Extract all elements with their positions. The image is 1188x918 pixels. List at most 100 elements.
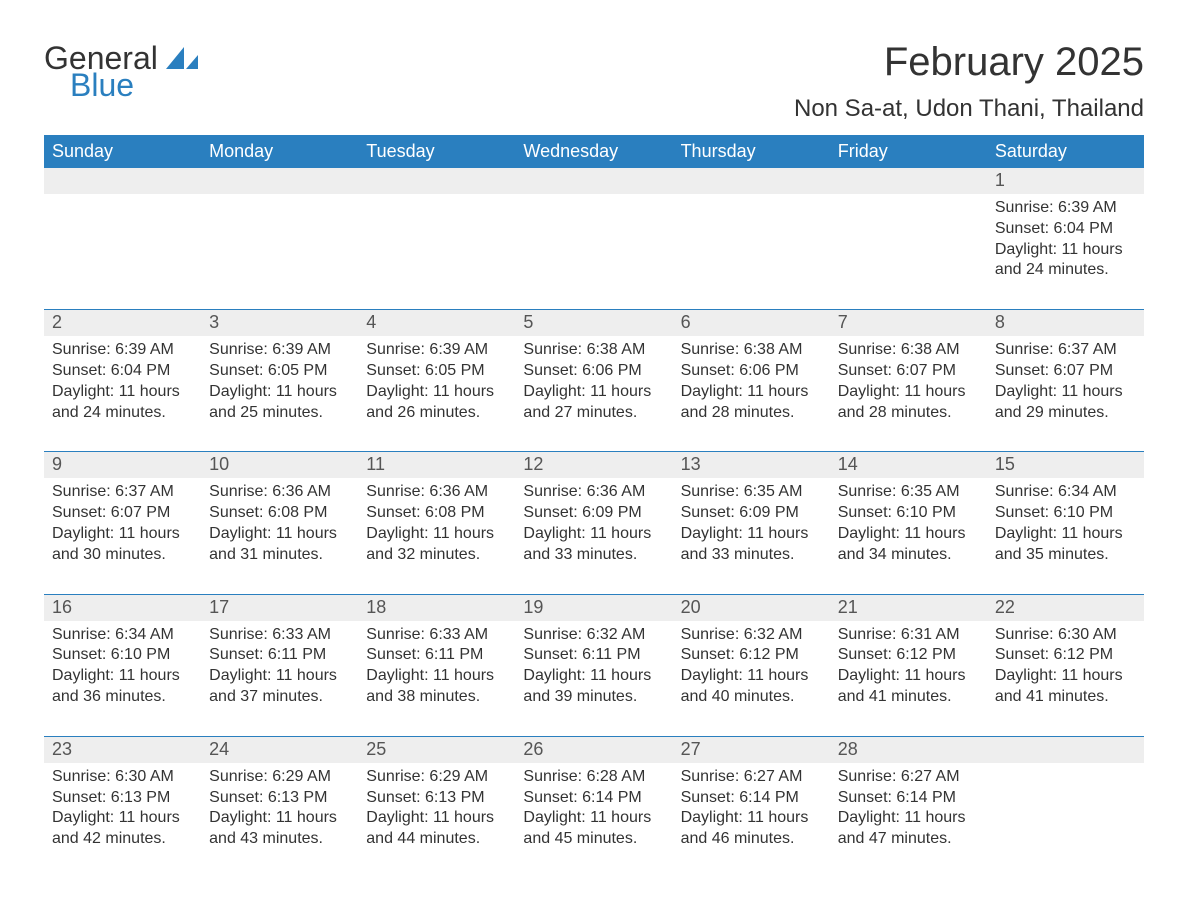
day-cell: Sunrise: 6:39 AMSunset: 6:04 PMDaylight:…: [987, 194, 1144, 309]
weekday-header-row: SundayMondayTuesdayWednesdayThursdayFrid…: [44, 135, 1144, 168]
sunrise-text: Sunrise: 6:39 AM: [209, 340, 350, 361]
sunset-text: Sunset: 6:04 PM: [995, 219, 1136, 240]
weekday-header: Friday: [830, 135, 987, 168]
day-cell: Sunrise: 6:30 AMSunset: 6:12 PMDaylight:…: [987, 621, 1144, 736]
day-cell: Sunrise: 6:35 AMSunset: 6:09 PMDaylight:…: [673, 478, 830, 593]
daylight-text: Daylight: 11 hours and 29 minutes.: [995, 382, 1136, 424]
sunrise-text: Sunrise: 6:38 AM: [838, 340, 979, 361]
sunrise-text: Sunrise: 6:29 AM: [209, 767, 350, 788]
daylight-text: Daylight: 11 hours and 24 minutes.: [995, 240, 1136, 282]
sunrise-text: Sunrise: 6:38 AM: [523, 340, 664, 361]
day-cell: Sunrise: 6:27 AMSunset: 6:14 PMDaylight:…: [830, 763, 987, 878]
day-number: 24: [201, 737, 358, 763]
sunset-text: Sunset: 6:10 PM: [52, 645, 193, 666]
sail-icon: [166, 47, 198, 74]
day-cell: Sunrise: 6:27 AMSunset: 6:14 PMDaylight:…: [673, 763, 830, 878]
day-number: 23: [44, 737, 201, 763]
day-cell: Sunrise: 6:36 AMSunset: 6:09 PMDaylight:…: [515, 478, 672, 593]
day-number: 16: [44, 595, 201, 621]
day-cell: [987, 763, 1144, 878]
daylight-text: Daylight: 11 hours and 25 minutes.: [209, 382, 350, 424]
sunset-text: Sunset: 6:04 PM: [52, 361, 193, 382]
week-row: 9101112131415Sunrise: 6:37 AMSunset: 6:0…: [44, 451, 1144, 593]
day-number: [987, 737, 1144, 763]
day-number: 7: [830, 310, 987, 336]
sunrise-text: Sunrise: 6:36 AM: [523, 482, 664, 503]
day-cell: Sunrise: 6:37 AMSunset: 6:07 PMDaylight:…: [44, 478, 201, 593]
sunrise-text: Sunrise: 6:31 AM: [838, 625, 979, 646]
day-cell: [515, 194, 672, 309]
sunrise-text: Sunrise: 6:34 AM: [995, 482, 1136, 503]
logo-stack: General Blue: [44, 40, 198, 104]
day-cell: Sunrise: 6:34 AMSunset: 6:10 PMDaylight:…: [987, 478, 1144, 593]
daylight-text: Daylight: 11 hours and 44 minutes.: [366, 808, 507, 850]
day-cell: Sunrise: 6:38 AMSunset: 6:06 PMDaylight:…: [515, 336, 672, 451]
sunrise-text: Sunrise: 6:30 AM: [52, 767, 193, 788]
day-number: 26: [515, 737, 672, 763]
day-cell: Sunrise: 6:31 AMSunset: 6:12 PMDaylight:…: [830, 621, 987, 736]
daylight-text: Daylight: 11 hours and 32 minutes.: [366, 524, 507, 566]
day-cell: Sunrise: 6:38 AMSunset: 6:07 PMDaylight:…: [830, 336, 987, 451]
sunrise-text: Sunrise: 6:30 AM: [995, 625, 1136, 646]
weekday-header: Tuesday: [358, 135, 515, 168]
day-number: 14: [830, 452, 987, 478]
sunset-text: Sunset: 6:12 PM: [995, 645, 1136, 666]
weekday-header: Saturday: [987, 135, 1144, 168]
sunset-text: Sunset: 6:10 PM: [838, 503, 979, 524]
sunrise-text: Sunrise: 6:27 AM: [838, 767, 979, 788]
sunset-text: Sunset: 6:07 PM: [838, 361, 979, 382]
week-row: 2345678Sunrise: 6:39 AMSunset: 6:04 PMDa…: [44, 309, 1144, 451]
daylight-text: Daylight: 11 hours and 40 minutes.: [681, 666, 822, 708]
day-number: [44, 168, 201, 194]
sunset-text: Sunset: 6:09 PM: [523, 503, 664, 524]
daylight-text: Daylight: 11 hours and 35 minutes.: [995, 524, 1136, 566]
sunset-text: Sunset: 6:13 PM: [209, 788, 350, 809]
sunrise-text: Sunrise: 6:39 AM: [366, 340, 507, 361]
week-row: 16171819202122Sunrise: 6:34 AMSunset: 6:…: [44, 594, 1144, 736]
daylight-text: Daylight: 11 hours and 28 minutes.: [681, 382, 822, 424]
day-number: 19: [515, 595, 672, 621]
day-number: 8: [987, 310, 1144, 336]
day-cell: [830, 194, 987, 309]
day-number: 6: [673, 310, 830, 336]
sunset-text: Sunset: 6:06 PM: [523, 361, 664, 382]
sunrise-text: Sunrise: 6:36 AM: [366, 482, 507, 503]
sunset-text: Sunset: 6:09 PM: [681, 503, 822, 524]
daylight-text: Daylight: 11 hours and 27 minutes.: [523, 382, 664, 424]
day-number: 5: [515, 310, 672, 336]
sunset-text: Sunset: 6:07 PM: [52, 503, 193, 524]
day-cell: Sunrise: 6:38 AMSunset: 6:06 PMDaylight:…: [673, 336, 830, 451]
day-cell: [358, 194, 515, 309]
daylight-text: Daylight: 11 hours and 39 minutes.: [523, 666, 664, 708]
week-row: 232425262728Sunrise: 6:30 AMSunset: 6:13…: [44, 736, 1144, 878]
daylight-text: Daylight: 11 hours and 26 minutes.: [366, 382, 507, 424]
sunset-text: Sunset: 6:11 PM: [523, 645, 664, 666]
sunrise-text: Sunrise: 6:33 AM: [366, 625, 507, 646]
daylight-text: Daylight: 11 hours and 33 minutes.: [523, 524, 664, 566]
day-cell: Sunrise: 6:34 AMSunset: 6:10 PMDaylight:…: [44, 621, 201, 736]
sunset-text: Sunset: 6:11 PM: [209, 645, 350, 666]
sunrise-text: Sunrise: 6:32 AM: [681, 625, 822, 646]
sunrise-text: Sunrise: 6:39 AM: [52, 340, 193, 361]
sunset-text: Sunset: 6:11 PM: [366, 645, 507, 666]
sunrise-text: Sunrise: 6:38 AM: [681, 340, 822, 361]
day-cell: [201, 194, 358, 309]
day-cell: Sunrise: 6:39 AMSunset: 6:05 PMDaylight:…: [201, 336, 358, 451]
sunset-text: Sunset: 6:07 PM: [995, 361, 1136, 382]
day-number: 10: [201, 452, 358, 478]
weekday-header: Monday: [201, 135, 358, 168]
sunset-text: Sunset: 6:13 PM: [52, 788, 193, 809]
daylight-text: Daylight: 11 hours and 41 minutes.: [838, 666, 979, 708]
daylight-text: Daylight: 11 hours and 31 minutes.: [209, 524, 350, 566]
day-number: 2: [44, 310, 201, 336]
sunrise-text: Sunrise: 6:28 AM: [523, 767, 664, 788]
weekday-header: Thursday: [673, 135, 830, 168]
sunset-text: Sunset: 6:12 PM: [838, 645, 979, 666]
daylight-text: Daylight: 11 hours and 43 minutes.: [209, 808, 350, 850]
sunset-text: Sunset: 6:14 PM: [681, 788, 822, 809]
day-cell: Sunrise: 6:33 AMSunset: 6:11 PMDaylight:…: [358, 621, 515, 736]
day-cell: Sunrise: 6:32 AMSunset: 6:11 PMDaylight:…: [515, 621, 672, 736]
day-cell: Sunrise: 6:28 AMSunset: 6:14 PMDaylight:…: [515, 763, 672, 878]
sunset-text: Sunset: 6:05 PM: [366, 361, 507, 382]
day-number: 25: [358, 737, 515, 763]
